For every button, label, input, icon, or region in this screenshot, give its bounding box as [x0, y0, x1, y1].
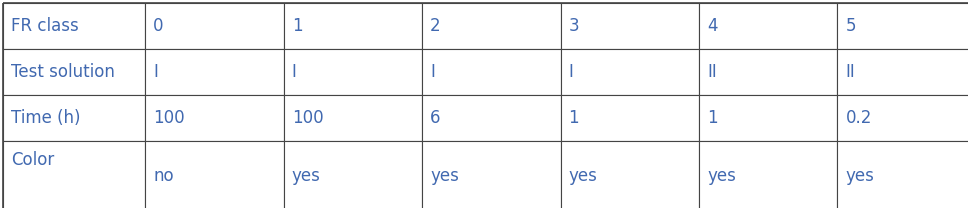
Bar: [699, 3, 837, 49]
Bar: [284, 95, 422, 141]
Bar: [699, 141, 837, 208]
Bar: [837, 141, 968, 208]
Text: II: II: [845, 63, 855, 81]
Text: 4: 4: [707, 17, 717, 35]
Bar: [284, 141, 422, 208]
Bar: [3, 95, 145, 141]
Text: 2: 2: [430, 17, 440, 35]
Bar: [422, 95, 560, 141]
Bar: [284, 49, 422, 95]
Text: 1: 1: [568, 109, 579, 127]
Bar: [560, 141, 699, 208]
Text: 100: 100: [291, 109, 323, 127]
Bar: [699, 49, 837, 95]
Bar: [699, 95, 837, 141]
Text: 100: 100: [153, 109, 185, 127]
Text: I: I: [153, 63, 158, 81]
Bar: [145, 95, 284, 141]
Bar: [560, 3, 699, 49]
Text: I: I: [291, 63, 296, 81]
Text: 1: 1: [291, 17, 302, 35]
Text: no: no: [153, 167, 174, 185]
Text: 5: 5: [845, 17, 856, 35]
Bar: [837, 95, 968, 141]
Text: yes: yes: [845, 167, 874, 185]
Text: II: II: [707, 63, 716, 81]
Bar: [837, 3, 968, 49]
Bar: [422, 49, 560, 95]
Text: 0.2: 0.2: [845, 109, 872, 127]
Text: FR class: FR class: [11, 17, 78, 35]
Bar: [145, 3, 284, 49]
Text: 0: 0: [153, 17, 164, 35]
Text: 6: 6: [430, 109, 440, 127]
Bar: [837, 49, 968, 95]
Bar: [560, 49, 699, 95]
Bar: [422, 141, 560, 208]
Bar: [3, 141, 145, 208]
Text: Time (h): Time (h): [11, 109, 80, 127]
Text: 3: 3: [568, 17, 579, 35]
Bar: [284, 3, 422, 49]
Bar: [145, 141, 284, 208]
Text: yes: yes: [291, 167, 320, 185]
Text: yes: yes: [430, 167, 459, 185]
Bar: [560, 95, 699, 141]
Text: yes: yes: [707, 167, 736, 185]
Bar: [145, 49, 284, 95]
Text: 1: 1: [707, 109, 717, 127]
Text: Color

change: Color change: [11, 151, 72, 208]
Text: I: I: [568, 63, 573, 81]
Bar: [3, 49, 145, 95]
Text: I: I: [430, 63, 435, 81]
Bar: [422, 3, 560, 49]
Bar: [3, 3, 145, 49]
Text: Test solution: Test solution: [11, 63, 115, 81]
Text: yes: yes: [568, 167, 597, 185]
